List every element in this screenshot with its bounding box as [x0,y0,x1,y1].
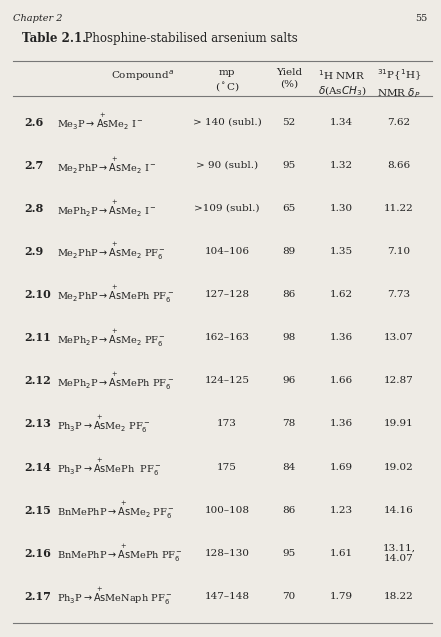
Text: 19.91: 19.91 [384,419,414,429]
Text: 13.11,
14.07: 13.11, 14.07 [383,543,415,563]
Text: 14.16: 14.16 [384,506,414,515]
Text: 7.62: 7.62 [388,118,411,127]
Text: MePh$_2$P$\rightarrow$$\overset{+}{\mathrm{As}}$Me$_2$ PF$_6^-$: MePh$_2$P$\rightarrow$$\overset{+}{\math… [57,327,166,348]
Text: 86: 86 [282,290,295,299]
Text: > 140 (subl.): > 140 (subl.) [193,118,262,127]
Text: 2.6: 2.6 [24,117,44,127]
Text: 1.32: 1.32 [330,161,353,170]
Text: 2.7: 2.7 [24,160,44,171]
Text: Phosphine-stabilised arsenium salts: Phosphine-stabilised arsenium salts [77,32,298,45]
Text: 2.11: 2.11 [24,333,51,343]
Text: 2.9: 2.9 [24,246,44,257]
Text: 65: 65 [282,204,295,213]
Text: 86: 86 [282,506,295,515]
Text: BnMePhP$\rightarrow$$\overset{+}{\mathrm{As}}$MePh PF$_6^-$: BnMePhP$\rightarrow$$\overset{+}{\mathrm… [57,542,183,564]
Text: 11.22: 11.22 [384,204,414,213]
Text: 128–130: 128–130 [205,548,250,558]
Text: 1.36: 1.36 [330,333,353,342]
Text: 84: 84 [282,462,295,471]
Text: MePh$_2$P$\rightarrow$$\overset{+}{\mathrm{As}}$Me$_2$ I$^-$: MePh$_2$P$\rightarrow$$\overset{+}{\math… [57,198,157,218]
Text: BnMePhP$\rightarrow$$\overset{+}{\mathrm{As}}$Me$_2$ PF$_6^-$: BnMePhP$\rightarrow$$\overset{+}{\mathrm… [57,499,175,521]
Text: 1.36: 1.36 [330,419,353,429]
Text: 95: 95 [282,548,295,558]
Text: 55: 55 [415,14,428,23]
Text: 78: 78 [282,419,295,429]
Text: 2.13: 2.13 [24,419,51,429]
Text: 2.10: 2.10 [24,289,51,300]
Text: 7.73: 7.73 [388,290,411,299]
Text: 95: 95 [282,161,295,170]
Text: 127–128: 127–128 [205,290,250,299]
Text: 70: 70 [282,592,295,601]
Text: 7.10: 7.10 [388,247,411,256]
Text: $^{31}$P{$^1$H}
NMR $\delta_P$: $^{31}$P{$^1$H} NMR $\delta_P$ [377,68,421,100]
Text: 104–106: 104–106 [205,247,250,256]
Text: 8.66: 8.66 [388,161,411,170]
Text: 2.16: 2.16 [24,548,51,559]
Text: 2.14: 2.14 [24,462,51,473]
Text: Table 2.1.: Table 2.1. [22,32,86,45]
Text: 2.17: 2.17 [24,591,51,602]
Text: 2.15: 2.15 [24,505,51,515]
Text: MePh$_2$P$\rightarrow$$\overset{+}{\mathrm{As}}$MePh PF$_6^-$: MePh$_2$P$\rightarrow$$\overset{+}{\math… [57,370,174,392]
Text: Ph$_3$P$\rightarrow$$\overset{+}{\mathrm{As}}$MePh  PF$_6^-$: Ph$_3$P$\rightarrow$$\overset{+}{\mathrm… [57,456,162,478]
Text: Yield
(%): Yield (%) [276,68,302,89]
Text: 13.07: 13.07 [384,333,414,342]
Text: Me$_2$PhP$\rightarrow$$\overset{+}{\mathrm{As}}$Me$_2$ PF$_6^-$: Me$_2$PhP$\rightarrow$$\overset{+}{\math… [57,241,166,262]
Text: 175: 175 [217,462,237,471]
Text: 19.02: 19.02 [384,462,414,471]
Text: 2.8: 2.8 [24,203,44,214]
Text: 1.79: 1.79 [330,592,353,601]
Text: 1.35: 1.35 [330,247,353,256]
Text: 98: 98 [282,333,295,342]
Text: 89: 89 [282,247,295,256]
Text: $^1$H NMR
$\delta$(As$\mathit{CH_3}$): $^1$H NMR $\delta$(As$\mathit{CH_3}$) [318,68,366,99]
Text: 147–148: 147–148 [205,592,250,601]
Text: 100–108: 100–108 [205,506,250,515]
Text: Me$_2$PhP$\rightarrow$$\overset{+}{\mathrm{As}}$MePh PF$_6^-$: Me$_2$PhP$\rightarrow$$\overset{+}{\math… [57,283,174,306]
Text: 124–125: 124–125 [205,376,250,385]
Text: 1.62: 1.62 [330,290,353,299]
Text: > 90 (subl.): > 90 (subl.) [196,161,258,170]
Text: Ph$_3$P$\rightarrow$$\overset{+}{\mathrm{As}}$MeNaph PF$_6^-$: Ph$_3$P$\rightarrow$$\overset{+}{\mathrm… [57,585,173,607]
Text: 12.87: 12.87 [384,376,414,385]
Text: mp
($^\circ$C): mp ($^\circ$C) [215,68,239,93]
Text: Me$_2$PhP$\rightarrow$$\overset{+}{\mathrm{As}}$Me$_2$ I$^-$: Me$_2$PhP$\rightarrow$$\overset{+}{\math… [57,155,157,176]
Text: 1.61: 1.61 [330,548,353,558]
Text: 2.12: 2.12 [24,375,51,386]
Text: 1.30: 1.30 [330,204,353,213]
Text: 96: 96 [282,376,295,385]
Text: 173: 173 [217,419,237,429]
Text: 52: 52 [282,118,295,127]
Text: 1.69: 1.69 [330,462,353,471]
Text: 1.34: 1.34 [330,118,353,127]
Text: 1.66: 1.66 [330,376,353,385]
Text: 18.22: 18.22 [384,592,414,601]
Text: Compound$^a$: Compound$^a$ [111,68,174,83]
Text: Me$_3$P$\rightarrow$$\overset{+}{\mathrm{As}}$Me$_2$ I$^-$: Me$_3$P$\rightarrow$$\overset{+}{\mathrm… [57,112,144,132]
Text: 1.23: 1.23 [330,506,353,515]
Text: 162–163: 162–163 [205,333,250,342]
Text: Ph$_3$P$\rightarrow$$\overset{+}{\mathrm{As}}$Me$_2$ PF$_6^-$: Ph$_3$P$\rightarrow$$\overset{+}{\mathrm… [57,413,150,435]
Text: Chapter 2: Chapter 2 [13,14,63,23]
Text: >109 (subl.): >109 (subl.) [194,204,260,213]
